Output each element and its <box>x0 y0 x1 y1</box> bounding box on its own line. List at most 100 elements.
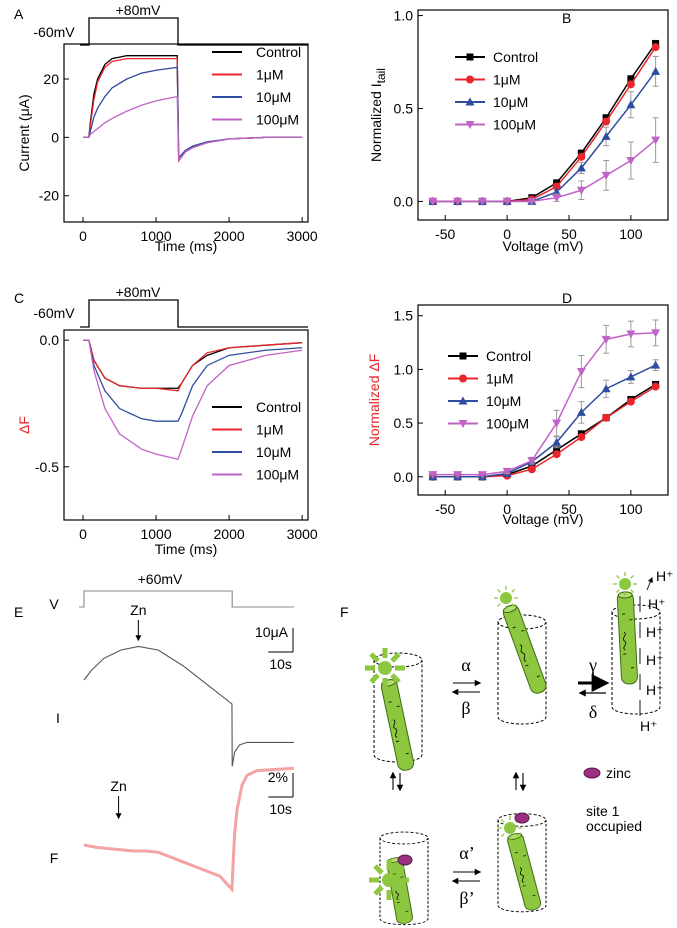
data-point <box>527 465 536 474</box>
y-tick-label: 0.5 <box>394 415 414 431</box>
x-tick-label: 0 <box>79 228 87 244</box>
panel-label: A <box>14 6 24 22</box>
x-tick-label: 1000 <box>140 526 171 542</box>
zinc-legend-marker <box>583 767 601 779</box>
x-tick-label: 0 <box>79 526 87 542</box>
x-tick-label: -50 <box>435 226 455 242</box>
trace-line <box>79 590 294 608</box>
x-tick-label: 3000 <box>287 526 318 542</box>
data-point <box>601 335 611 344</box>
legend-label: 100μM <box>493 117 536 133</box>
y-tick-label: 20 <box>43 71 59 87</box>
data-point <box>577 152 586 161</box>
x-tick-label: 2000 <box>214 526 245 542</box>
panel-label: B <box>562 10 571 26</box>
data-point <box>428 471 438 480</box>
data-point <box>576 368 586 377</box>
legend-marker <box>465 97 475 106</box>
series-line <box>82 339 303 460</box>
helix-rod <box>505 831 543 913</box>
rate-label: γ <box>588 655 597 675</box>
y-axis-label-text: Normalized I <box>368 83 384 162</box>
y-axis-label-text: Current (μA) <box>16 94 32 171</box>
x-tick-label: 0 <box>503 226 511 242</box>
proton-label: H⁺ <box>646 624 664 640</box>
data-point <box>651 329 661 338</box>
data-point <box>428 197 438 206</box>
legend-label: 10μM <box>256 444 291 460</box>
scale-label: 10μA <box>255 624 289 640</box>
data-point <box>601 384 611 393</box>
rate-label: β <box>461 698 470 718</box>
x-axis-label: Voltage (mV) <box>503 238 584 254</box>
series-line <box>432 364 656 478</box>
transition-arrows <box>389 578 652 885</box>
glow <box>369 860 409 900</box>
legend-marker <box>458 420 468 428</box>
y-tick-label: 0.0 <box>394 469 414 485</box>
legend-marker <box>466 75 474 84</box>
legend-label: 100μM <box>256 112 299 128</box>
y-tick-label: -0.5 <box>35 459 59 475</box>
scale-label: 10s <box>269 656 292 672</box>
data-point <box>576 163 586 172</box>
data-point <box>602 413 611 422</box>
trace-name: I <box>56 710 60 726</box>
trace-name: V <box>49 596 59 612</box>
x-tick-label: 1000 <box>140 228 171 244</box>
legend-label: 1μM <box>493 72 521 88</box>
data-point <box>502 467 512 476</box>
x-tick-label: 100 <box>619 501 643 517</box>
y-axis-label: ΔF <box>16 416 32 434</box>
data-point <box>651 360 661 369</box>
series-line <box>432 139 657 203</box>
y-tick-label: 0.0 <box>394 193 414 209</box>
data-point <box>627 75 635 83</box>
series-line <box>82 339 303 422</box>
y-tick-label: -20 <box>39 188 59 204</box>
legend-label: 10μM <box>256 89 291 105</box>
data-point <box>453 197 463 206</box>
data-point <box>527 457 537 466</box>
zinc-ion <box>397 854 413 866</box>
trace-line <box>83 645 294 767</box>
legend-label: 1μM <box>486 371 514 387</box>
y-axis-label: Normalized Itail <box>368 68 388 162</box>
rate-label: β’ <box>459 888 474 908</box>
series-line <box>432 43 657 203</box>
data-point <box>651 136 661 145</box>
protocol-step <box>80 299 308 328</box>
data-point <box>651 43 660 52</box>
legend-label: 10μM <box>486 393 521 409</box>
data-point <box>477 471 487 480</box>
legend-label: Control <box>493 49 538 65</box>
data-point <box>601 171 611 180</box>
data-point <box>477 197 487 206</box>
data-point <box>651 382 660 391</box>
y-tick-label: 1.5 <box>394 308 414 324</box>
data-point <box>626 157 636 166</box>
legend-label: Control <box>486 348 531 364</box>
proton-label: H⁺ <box>648 596 666 612</box>
panel-label: D <box>562 290 572 306</box>
rate-label: α <box>461 655 471 675</box>
legend-label: 10μM <box>493 94 528 110</box>
data-point <box>626 330 636 339</box>
y-tick-label: 1.0 <box>394 361 414 377</box>
plot-frame <box>417 304 669 496</box>
data-point <box>576 186 586 195</box>
zinc-legend-label: zinc <box>606 765 631 781</box>
data-point <box>552 437 562 446</box>
protocol-label: -60mV <box>33 24 75 40</box>
y-axis-label-text: Normalized ΔF <box>366 354 382 447</box>
data-point <box>552 194 562 203</box>
legend-label: Control <box>256 399 301 415</box>
glow <box>612 571 638 597</box>
glow <box>365 648 405 688</box>
data-point <box>626 397 635 406</box>
y-tick-label: 0 <box>51 129 59 145</box>
data-point <box>552 419 562 428</box>
rate-label: δ <box>589 702 597 722</box>
protocol-label: -60mV <box>33 305 75 321</box>
